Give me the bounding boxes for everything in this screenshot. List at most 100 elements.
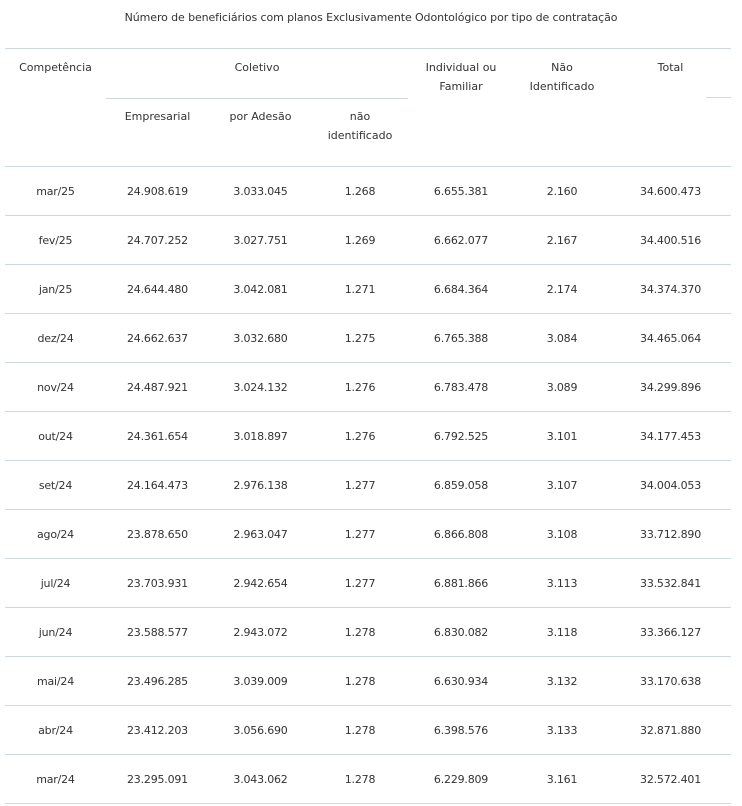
cell-competencia: jan/25 [5,264,106,314]
cell-coletivo-nao-identificado: 1.275 [312,313,409,363]
table-row: out/24 24.361.654 3.018.897 1.276 6.792.525 3… [5,411,732,461]
cell-nao-identificado: 2.174 [514,264,611,314]
table-body: mar/25 24.908.619 3.033.045 1.268 6.655.381 2… [5,166,732,804]
table-caption: Número de beneficiários com planos Exclu… [124,11,618,24]
cell-competencia: jul/24 [5,558,106,608]
cell-individual-familiar: 6.765.388 [408,313,515,363]
cell-empresarial: 24.707.252 [106,215,209,265]
cell-por-adesao: 3.042.081 [209,264,312,314]
cell-empresarial: 24.662.637 [106,313,209,363]
cell-nao-identificado: 2.167 [514,215,611,265]
cell-coletivo-nao-identificado: 1.268 [312,166,409,216]
cell-individual-familiar: 6.229.809 [408,754,515,804]
header-row-sub: Empresarial por Adesão não identificado [5,99,731,167]
cell-por-adesao: 2.942.654 [209,558,312,608]
table-row: ago/24 23.878.650 2.963.047 1.277 6.866.808 3… [5,509,732,559]
cell-por-adesao: 3.056.690 [209,705,312,755]
cell-individual-familiar: 6.830.082 [408,607,515,657]
header-total: Total [610,49,732,167]
cell-empresarial: 23.412.203 [106,705,209,755]
table-row: jan/25 24.644.480 3.042.081 1.271 6.684.364 2… [5,264,732,314]
cell-nao-identificado: 3.161 [514,754,611,804]
cell-total: 34.299.896 [610,362,732,412]
cell-individual-familiar: 6.866.808 [408,509,515,559]
cell-total: 34.400.516 [610,215,732,265]
cell-empresarial: 24.908.619 [106,166,209,216]
header-row-main: Competência Coletivo Individual ou Famil… [5,48,732,99]
cell-empresarial: 24.361.654 [106,411,209,461]
cell-coletivo-nao-identificado: 1.276 [312,411,409,461]
cell-coletivo-nao-identificado: 1.269 [312,215,409,265]
cell-total: 32.572.401 [610,754,732,804]
cell-por-adesao: 3.032.680 [209,313,312,363]
beneficiaries-table: Competência Coletivo Individual ou Famil… [5,48,732,804]
cell-total: 32.871.880 [610,705,732,755]
cell-nao-identificado: 3.113 [514,558,611,608]
table-row: jul/24 23.703.931 2.942.654 1.277 6.881.866 3… [5,558,732,608]
cell-coletivo-nao-identificado: 1.278 [312,656,409,706]
cell-individual-familiar: 6.792.525 [408,411,515,461]
table-row: mai/24 23.496.285 3.039.009 1.278 6.630.934 3… [5,656,732,706]
cell-coletivo-nao-identificado: 1.271 [312,264,409,314]
cell-competencia: jun/24 [5,607,106,657]
cell-individual-familiar: 6.859.058 [408,460,515,510]
header-total-divider [706,97,732,98]
cell-empresarial: 23.496.285 [106,656,209,706]
cell-total: 33.532.841 [610,558,732,608]
cell-empresarial: 23.295.091 [106,754,209,804]
cell-nao-identificado: 3.132 [514,656,611,706]
cell-nao-identificado: 3.084 [514,313,611,363]
header-nao-identificado: Não Identificado [529,61,595,93]
cell-nao-identificado: 3.101 [514,411,611,461]
cell-individual-familiar: 6.684.364 [408,264,515,314]
cell-por-adesao: 2.943.072 [209,607,312,657]
header-por-adesao: por Adesão [229,110,292,123]
table-row: dez/24 24.662.637 3.032.680 1.275 6.765.388 3… [5,313,732,363]
cell-total: 34.177.453 [610,411,732,461]
cell-total: 33.170.638 [610,656,732,706]
table-row: fev/25 24.707.252 3.027.751 1.269 6.662.077 2… [5,215,732,265]
cell-competencia: mar/25 [5,166,106,216]
cell-total: 34.465.064 [610,313,732,363]
cell-por-adesao: 3.043.062 [209,754,312,804]
cell-por-adesao: 3.033.045 [209,166,312,216]
cell-total: 34.004.053 [610,460,732,510]
cell-nao-identificado: 3.107 [514,460,611,510]
cell-por-adesao: 3.024.132 [209,362,312,412]
cell-por-adesao: 3.039.009 [209,656,312,706]
cell-total: 33.712.890 [610,509,732,559]
cell-empresarial: 24.487.921 [106,362,209,412]
cell-individual-familiar: 6.655.381 [408,166,515,216]
cell-nao-identificado: 3.089 [514,362,611,412]
cell-coletivo-nao-identificado: 1.278 [312,607,409,657]
cell-competencia: fev/25 [5,215,106,265]
table-row: mar/24 23.295.091 3.043.062 1.278 6.229.809 3… [5,754,732,804]
cell-competencia: dez/24 [5,313,106,363]
cell-por-adesao: 3.027.751 [209,215,312,265]
cell-individual-familiar: 6.630.934 [408,656,515,706]
cell-individual-familiar: 6.783.478 [408,362,515,412]
cell-empresarial: 23.588.577 [106,607,209,657]
cell-coletivo-nao-identificado: 1.277 [312,558,409,608]
table-row: jun/24 23.588.577 2.943.072 1.278 6.830.082 3… [5,607,732,657]
cell-competencia: out/24 [5,411,106,461]
cell-nao-identificado: 3.133 [514,705,611,755]
cell-individual-familiar: 6.881.866 [408,558,515,608]
cell-individual-familiar: 6.662.077 [408,215,515,265]
cell-total: 34.600.473 [610,166,732,216]
cell-nao-identificado: 2.160 [514,166,611,216]
header-individual-familiar: Individual ou Familiar [425,61,497,93]
cell-empresarial: 24.164.473 [106,460,209,510]
cell-empresarial: 23.878.650 [106,509,209,559]
table-row: nov/24 24.487.921 3.024.132 1.276 6.783.478 3… [5,362,732,412]
cell-competencia: set/24 [5,460,106,510]
cell-total: 34.374.370 [610,264,732,314]
cell-competencia: mar/24 [5,754,106,804]
table-row: mar/25 24.908.619 3.033.045 1.268 6.655.381 2… [5,166,732,216]
cell-individual-familiar: 6.398.576 [408,705,515,755]
cell-competencia: abr/24 [5,705,106,755]
cell-coletivo-nao-identificado: 1.276 [312,362,409,412]
cell-por-adesao: 2.963.047 [209,509,312,559]
header-total-label: Total [657,61,684,74]
table-row: abr/24 23.412.203 3.056.690 1.278 6.398.576 3… [5,705,732,755]
